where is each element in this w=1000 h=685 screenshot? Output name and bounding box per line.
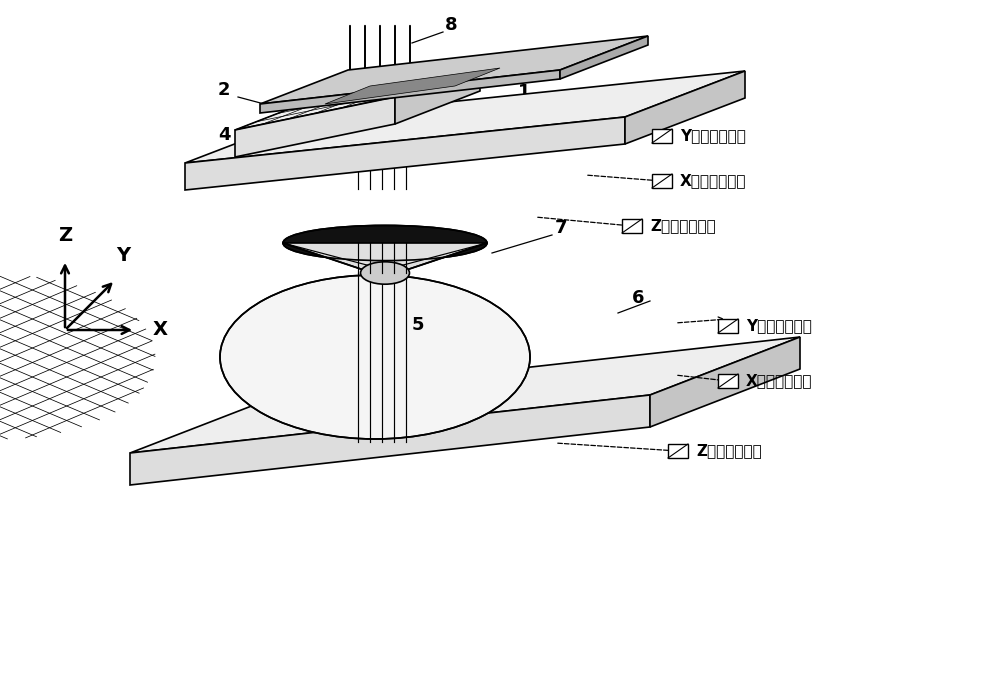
Ellipse shape [361, 262, 409, 284]
Text: 1: 1 [518, 83, 530, 101]
Polygon shape [283, 243, 487, 273]
Polygon shape [260, 36, 648, 104]
Bar [668, 444, 688, 458]
Text: X: X [153, 321, 168, 340]
Text: X向位置传感器: X向位置传感器 [680, 173, 746, 188]
Bar [622, 219, 642, 233]
Ellipse shape [283, 225, 487, 260]
Text: 4: 4 [218, 126, 231, 144]
Text: 5: 5 [412, 316, 424, 334]
Text: Y向位置传感器: Y向位置传感器 [746, 319, 812, 334]
Ellipse shape [220, 275, 530, 439]
Bar [718, 374, 738, 388]
Bar [652, 174, 672, 188]
Polygon shape [650, 337, 800, 427]
Text: Y向位置传感器: Y向位置传感器 [680, 129, 746, 143]
Text: X向位置传感器: X向位置传感器 [746, 373, 812, 388]
Polygon shape [395, 64, 480, 124]
Polygon shape [260, 70, 560, 113]
Text: 8: 8 [445, 16, 458, 34]
Polygon shape [235, 97, 395, 157]
Text: Z: Z [58, 226, 72, 245]
Text: 6: 6 [632, 289, 644, 307]
Bar [718, 319, 738, 333]
Polygon shape [560, 36, 648, 79]
Polygon shape [185, 117, 625, 190]
Text: 3: 3 [582, 133, 594, 151]
Polygon shape [325, 68, 500, 104]
Text: Z向位置传感器: Z向位置传感器 [650, 219, 716, 234]
Polygon shape [185, 71, 745, 163]
Polygon shape [625, 71, 745, 144]
Text: 7: 7 [555, 219, 568, 237]
Polygon shape [235, 64, 480, 130]
Text: Y: Y [116, 246, 130, 265]
Text: Z向位置传感器: Z向位置传感器 [696, 443, 762, 458]
Text: 2: 2 [218, 81, 231, 99]
Polygon shape [130, 337, 800, 453]
Bar [652, 129, 672, 143]
Polygon shape [130, 395, 650, 485]
